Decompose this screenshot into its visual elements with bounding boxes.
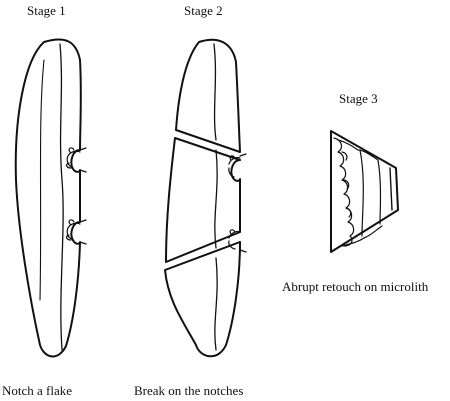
- stage-2-caption: Break on the notches: [134, 383, 244, 398]
- stage-2-ridge: [213, 43, 218, 351]
- stage-1-flake: [14, 38, 87, 358]
- stage-2-notch-retouch-bottom: [228, 229, 247, 253]
- stage-2-flake: [164, 38, 247, 358]
- stage-3-caption: Abrupt retouch on microlith: [282, 279, 429, 294]
- stage-1-notch-retouch-bottom: [65, 219, 87, 245]
- stage-3-microlith-outline: [330, 130, 399, 253]
- stage-3-right-edge: [389, 167, 393, 211]
- stage-3-title: Stage 3: [339, 91, 378, 106]
- stage-2-title: Stage 2: [184, 3, 223, 18]
- stage-3-microlith: [330, 130, 399, 253]
- stage-1-ridge: [59, 43, 64, 351]
- stage-2-segment-middle: [165, 137, 241, 263]
- stage-2-notch-retouch-top: [228, 153, 247, 178]
- stage-1-notch-retouch-top: [65, 147, 87, 173]
- stage-1-ridge-left: [39, 59, 45, 301]
- stage-3-abrupt-retouch: [333, 137, 383, 247]
- stage-1-caption: Notch a flake: [2, 383, 73, 398]
- stage-2-segment-bottom: [164, 241, 241, 358]
- stage-1-flake-outline: [14, 38, 82, 358]
- stage-3-inner-ridge-2: [377, 159, 382, 225]
- stage-1-title: Stage 1: [27, 3, 66, 18]
- stage-3-inner-ridge: [359, 149, 364, 237]
- stage-2-segment-top: [175, 38, 241, 153]
